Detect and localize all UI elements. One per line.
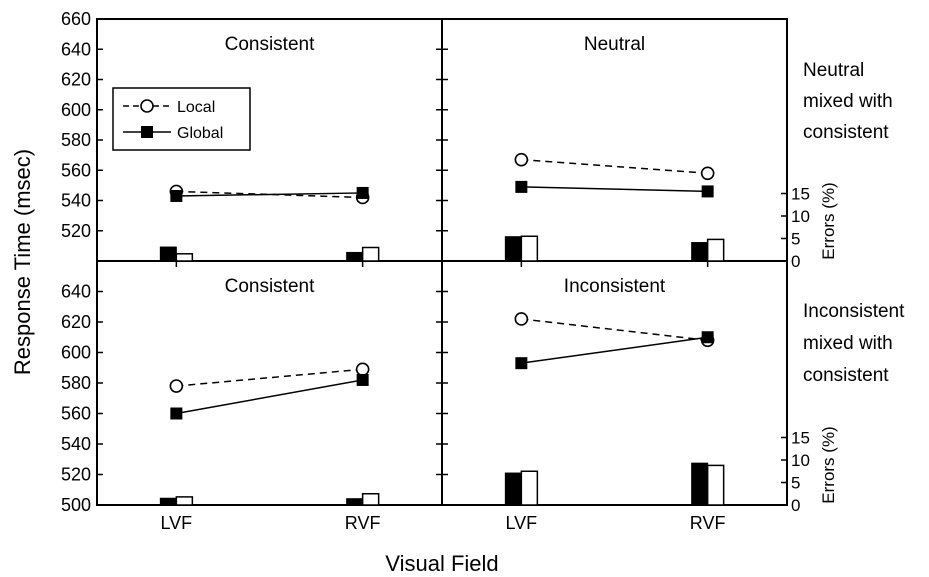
error-tick-label: 5 bbox=[791, 474, 800, 493]
error-bar-global bbox=[691, 462, 709, 506]
x-tick-label: RVF bbox=[345, 513, 381, 533]
local-series-line bbox=[176, 368, 363, 387]
error-tick-label: 0 bbox=[791, 252, 800, 271]
global-point bbox=[701, 185, 714, 198]
side-label-top: mixed with bbox=[803, 91, 893, 112]
y-tick-label: 620 bbox=[61, 312, 91, 332]
legend-local-marker bbox=[140, 99, 154, 113]
side-label-bottom: consistent bbox=[803, 365, 889, 386]
y-tick-label: 560 bbox=[61, 160, 91, 180]
error-tick-label: 5 bbox=[791, 230, 800, 249]
error-bar-global bbox=[691, 242, 709, 262]
error-tick-label: 10 bbox=[791, 207, 810, 226]
y-tick-label: 640 bbox=[61, 282, 91, 302]
error-bar-global bbox=[159, 497, 177, 506]
error-axis-title: Errors (%) bbox=[819, 182, 838, 259]
error-tick-label: 10 bbox=[791, 451, 810, 470]
y-tick-label: 500 bbox=[61, 495, 91, 515]
global-series-line bbox=[521, 336, 708, 364]
error-bar-global bbox=[504, 472, 522, 506]
x-tick-label: LVF bbox=[161, 513, 193, 533]
error-bar-local bbox=[706, 464, 725, 506]
local-point bbox=[514, 312, 529, 326]
global-series-line bbox=[176, 192, 363, 197]
global-point bbox=[356, 373, 369, 386]
chart-labels: 660 640 620 600 580 560 540 520 640 620 600 580 560 5… bbox=[10, 9, 905, 576]
local-point bbox=[514, 152, 529, 167]
y-tick-label: 660 bbox=[61, 9, 91, 29]
local-point bbox=[700, 166, 715, 181]
legend-box bbox=[112, 87, 251, 151]
side-label-bottom: Inconsistent bbox=[803, 301, 905, 322]
y-tick-label: 520 bbox=[61, 221, 91, 241]
global-point bbox=[170, 407, 183, 420]
y-axis-title: Response Time (msec) bbox=[10, 149, 35, 375]
legend-global-label: Global bbox=[177, 125, 223, 142]
error-bar-local bbox=[175, 496, 194, 506]
error-bar-local bbox=[361, 246, 380, 262]
global-point bbox=[356, 186, 369, 199]
side-label-bottom: mixed with bbox=[803, 333, 893, 354]
y-tick-label: 580 bbox=[61, 373, 91, 393]
error-bar-local bbox=[175, 253, 194, 262]
global-point bbox=[170, 189, 183, 202]
error-tick-label: 15 bbox=[791, 429, 810, 448]
local-point bbox=[355, 362, 370, 377]
panel-title: Inconsistent bbox=[564, 276, 666, 297]
panel-title: Neutral bbox=[584, 34, 645, 55]
y-tick-label: 620 bbox=[61, 70, 91, 90]
chart-marks bbox=[112, 87, 725, 506]
local-series-line bbox=[521, 158, 708, 175]
error-bar-local bbox=[361, 493, 380, 506]
x-tick-label: LVF bbox=[506, 513, 538, 533]
x-tick-label: RVF bbox=[690, 513, 726, 533]
error-axis-title: Errors (%) bbox=[819, 426, 838, 503]
y-tick-label: 600 bbox=[61, 343, 91, 363]
y-tick-label: 600 bbox=[61, 100, 91, 120]
side-label-top: consistent bbox=[803, 122, 889, 143]
global-point bbox=[515, 357, 528, 370]
local-point bbox=[169, 379, 184, 393]
error-bar-global bbox=[159, 246, 177, 262]
error-bar-local bbox=[520, 235, 539, 262]
global-point bbox=[515, 180, 528, 193]
error-tick-label: 15 bbox=[791, 185, 810, 204]
y-tick-label: 560 bbox=[61, 404, 91, 424]
y-tick-label: 540 bbox=[61, 434, 91, 454]
error-bar-local bbox=[520, 470, 539, 506]
y-tick-label: 540 bbox=[61, 191, 91, 211]
x-axis-title: Visual Field bbox=[385, 551, 498, 576]
side-label-top: Neutral bbox=[803, 60, 864, 81]
error-tick-label: 0 bbox=[791, 496, 800, 515]
panel-title: Consistent bbox=[225, 276, 315, 297]
global-series-line bbox=[176, 379, 363, 415]
error-bar-local bbox=[706, 238, 725, 262]
global-point bbox=[701, 331, 714, 344]
error-bar-global bbox=[346, 251, 364, 262]
y-tick-label: 580 bbox=[61, 130, 91, 150]
legend-global-marker bbox=[141, 126, 153, 138]
y-tick-label: 640 bbox=[61, 39, 91, 59]
legend-local-label: Local bbox=[177, 99, 215, 116]
local-series-line bbox=[521, 318, 708, 342]
error-bar-global bbox=[504, 236, 522, 262]
panel-title: Consistent bbox=[225, 34, 315, 55]
error-bar-global bbox=[346, 498, 364, 506]
global-series-line bbox=[521, 186, 708, 193]
y-tick-label: 520 bbox=[61, 465, 91, 485]
